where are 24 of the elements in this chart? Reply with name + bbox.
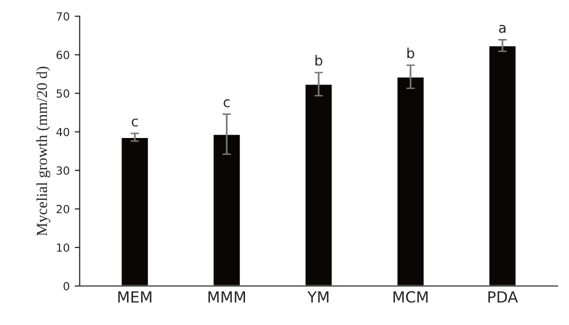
- annotation: b: [407, 48, 414, 58]
- y-tick-label: 20: [56, 204, 70, 214]
- bar: [396, 76, 426, 286]
- y-tick-label: 30: [56, 166, 70, 175]
- annotation: c: [224, 99, 230, 108]
- x-tick-label: MMM: [208, 291, 246, 302]
- y-axis-title: Mycelial growth (mm/20 d): [36, 66, 50, 236]
- bar: [488, 44, 517, 286]
- x-tick-label: MCM: [394, 291, 428, 303]
- x-tick-label: YM: [307, 291, 328, 302]
- x-tick-label: MEM: [118, 291, 152, 302]
- y-tick-label: 50: [56, 89, 70, 98]
- annotation: c: [132, 118, 138, 127]
- annotation: b: [315, 54, 322, 66]
- y-tick-label: 40: [56, 128, 70, 136]
- bar: [304, 83, 334, 286]
- y-tick-label: 60: [56, 50, 70, 60]
- annotation: a: [499, 24, 506, 33]
- bar: [120, 136, 150, 286]
- y-tick-label: 70: [56, 12, 70, 21]
- x-tick-label: PDA: [488, 291, 518, 302]
- y-tick-label: 0: [64, 282, 70, 290]
- bar: [212, 133, 242, 286]
- y-tick-label: 10: [57, 243, 70, 252]
